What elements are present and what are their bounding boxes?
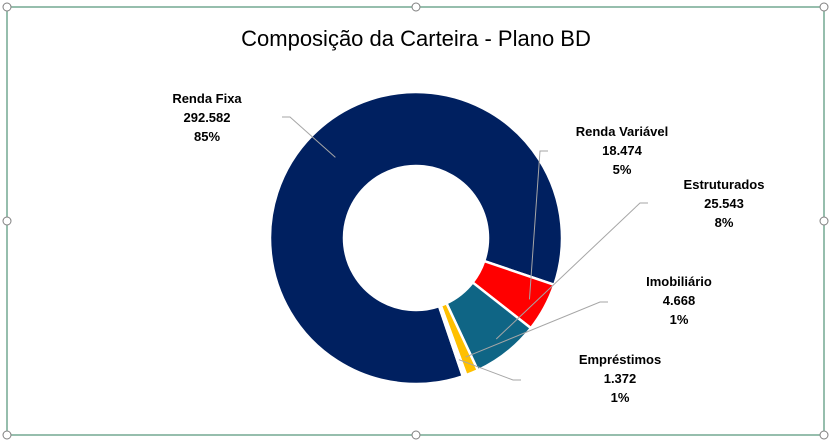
- leader-line-imobili-rio: [465, 301, 608, 358]
- leader-line-estruturados: [495, 202, 648, 340]
- resize-handle-8[interactable]: [819, 430, 829, 440]
- leader-lines: [282, 116, 648, 381]
- doughnut-slices: [268, 90, 564, 386]
- leader-line-renda-fixa: [282, 116, 336, 158]
- resize-handle-3[interactable]: [819, 2, 829, 12]
- slice-renda-fixa: [268, 90, 564, 386]
- resize-handles[interactable]: [2, 2, 829, 440]
- data-label-imobili-rio: Imobiliário 4.668 1%: [646, 274, 712, 327]
- resize-handle-5[interactable]: [819, 216, 829, 226]
- chart-title: Composição da Carteira - Plano BD: [241, 26, 591, 51]
- data-label-empr-stimos: Empréstimos 1.372 1%: [579, 352, 661, 405]
- resize-handle-2[interactable]: [411, 2, 421, 12]
- resize-handle-7[interactable]: [411, 430, 421, 440]
- data-labels: Renda Fixa 292.582 85% Renda Variável 18.474…: [172, 91, 764, 405]
- leader-line-empr-stimos: [458, 359, 521, 381]
- leader-line-renda-vari-vel: [528, 150, 548, 300]
- data-label-estruturados: Estruturados 25.543 8%: [684, 177, 765, 230]
- resize-handle-6[interactable]: [2, 430, 12, 440]
- slice-empr-stimos: [437, 303, 468, 378]
- data-label-renda-fixa: Renda Fixa 292.582 85%: [172, 91, 242, 144]
- data-label-renda-vari-vel: Renda Variável 18.474 5%: [576, 124, 669, 177]
- resize-handle-1[interactable]: [2, 2, 12, 12]
- resize-handle-4[interactable]: [2, 216, 12, 226]
